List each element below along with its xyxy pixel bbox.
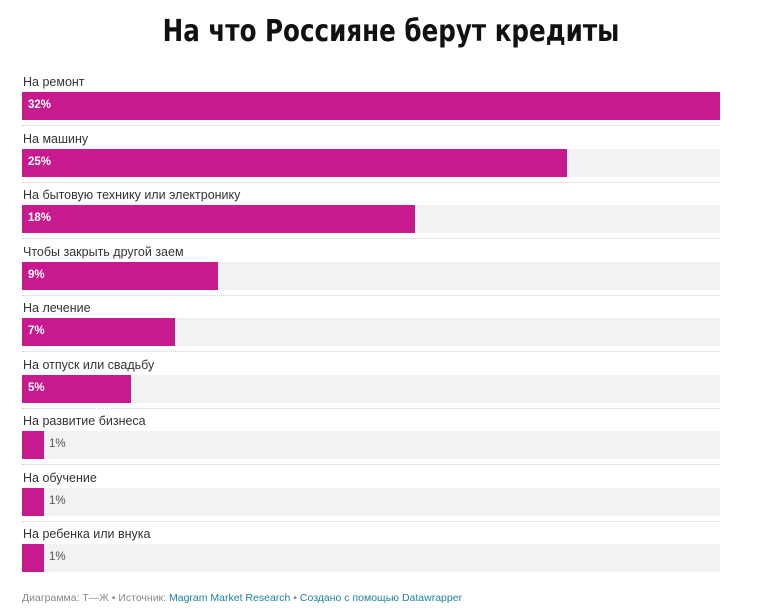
- bar-track: 1%: [22, 431, 720, 459]
- row-divider: [22, 238, 720, 239]
- bar-value-label: 9%: [28, 268, 45, 281]
- bar-value-label: 1%: [49, 438, 66, 450]
- row-divider: [22, 520, 720, 522]
- bar: [22, 374, 131, 403]
- bar-row: На лечение 7%: [22, 298, 722, 355]
- bar-track: 18%: [22, 205, 720, 233]
- bar-label: На ремонт: [23, 75, 85, 89]
- bar-label: На развитие бизнеса: [23, 414, 146, 428]
- row-divider: [22, 294, 720, 296]
- bar-label: На бытовую технику или электронику: [23, 188, 241, 202]
- bar-track: 32%: [22, 92, 720, 120]
- bar-value-label: 5%: [28, 381, 45, 394]
- bar: [22, 431, 44, 459]
- bar-row: На ремонт 32%: [22, 72, 722, 129]
- bar-value-label: 18%: [28, 212, 52, 224]
- bar-value-label: 7%: [28, 325, 45, 337]
- bar: [22, 148, 567, 177]
- row-divider: [22, 125, 720, 126]
- row-divider: [22, 407, 720, 409]
- row-divider: [22, 181, 720, 183]
- bar-value-label: 1%: [49, 551, 66, 563]
- source-link[interactable]: Magram Market Research: [169, 592, 291, 604]
- bar-chart: На ремонт 32% На машину 25% На бытовую техни…: [22, 72, 722, 581]
- bar: [22, 92, 720, 120]
- bar-value-label: 25%: [28, 155, 52, 168]
- bar-track: 7%: [22, 318, 720, 346]
- chart-title: На что Россияне берут кредиты: [162, 14, 620, 49]
- bar-row: Чтобы закрыть другой заем 9%: [22, 242, 722, 299]
- bar-label: На обучение: [23, 470, 97, 485]
- bar-track: 9%: [22, 261, 720, 290]
- bar: [22, 544, 44, 572]
- bar-track: 5%: [22, 374, 720, 403]
- footer-separator: •: [290, 592, 300, 604]
- bar-label: Чтобы закрыть другой заем: [23, 244, 184, 259]
- footer-prefix: Диаграмма: Т—Ж • Источник:: [22, 592, 169, 604]
- bar-row: На отпуск или свадьбу 5%: [22, 355, 722, 412]
- bar-label: На ребенка или внука: [23, 527, 151, 541]
- bar-label: На лечение: [23, 301, 91, 315]
- bar-row: На машину 25%: [22, 129, 722, 186]
- bar-row: На развитие бизнеса 1%: [22, 411, 722, 468]
- bar-value-label: 32%: [28, 99, 52, 111]
- bar-track: 1%: [22, 544, 720, 572]
- bar-label: На машину: [23, 131, 89, 146]
- bar-track: 25%: [22, 148, 720, 177]
- row-divider: [22, 464, 720, 465]
- bar-track: 1%: [22, 487, 720, 516]
- bar-row: На бытовую технику или электронику 18%: [22, 185, 722, 242]
- bar: [22, 261, 218, 290]
- datawrapper-link[interactable]: Создано с помощью Datawrapper: [299, 592, 463, 604]
- bar-value-label: 1%: [49, 494, 66, 507]
- bar: [22, 318, 175, 346]
- bar-row: На обучение 1%: [22, 468, 722, 525]
- bar-label: На отпуск или свадьбу: [23, 357, 155, 372]
- bar-row: На ребенка или внука 1%: [22, 524, 722, 581]
- bar: [22, 205, 415, 233]
- row-divider: [22, 351, 720, 352]
- chart-footer: Диаграмма: Т—Ж • Источник: Magram Market…: [22, 592, 462, 604]
- bar: [22, 487, 44, 516]
